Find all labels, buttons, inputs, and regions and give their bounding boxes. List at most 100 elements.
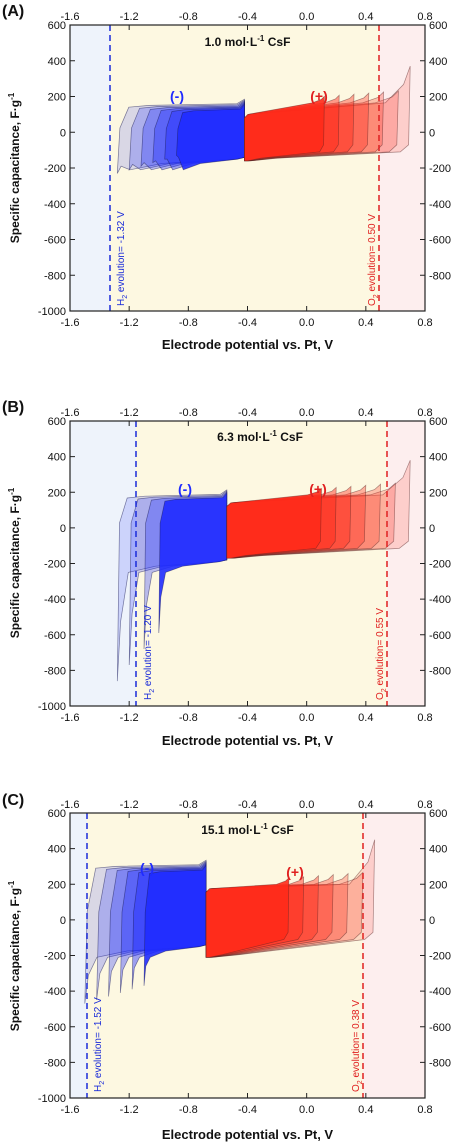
- y-tick-label-right: -400: [429, 986, 451, 998]
- x-tick-label-top: 0.0: [299, 407, 314, 419]
- y-tick-label-left: -400: [44, 199, 66, 211]
- x-tick-label-bottom: 0.0: [299, 1104, 314, 1116]
- axis-ticks: -1.6 -1.6 -1.2 -1.2 -0.8 -0.8 -0.4 -0.4 0.0 0.0 0.…: [38, 11, 451, 329]
- y-axis-title: Specific capacitance, F·g-1: [7, 880, 22, 1031]
- negative-electrode-label: (-): [140, 860, 154, 876]
- y-tick-label-left: 600: [48, 20, 66, 32]
- y-tick-label-left: 200: [48, 92, 66, 104]
- y-tick-label-left: -600: [44, 235, 66, 247]
- y-tick-label-right: 400: [429, 452, 447, 464]
- y-tick-label-left: -200: [44, 951, 66, 963]
- y-tick-label-left: -1000: [38, 701, 66, 713]
- x-tick-label-bottom: -1.2: [120, 712, 139, 724]
- cv-curves: [84, 839, 376, 1004]
- y-tick-label-left: 400: [48, 56, 66, 68]
- x-tick-label-top: -1.2: [120, 799, 139, 811]
- y-tick-label-right: -200: [429, 951, 451, 963]
- x-tick-label-top: 0.0: [299, 11, 314, 23]
- x-tick-label-bottom: -1.2: [120, 1104, 139, 1116]
- y-tick-label-left: 0: [60, 523, 66, 535]
- x-tick-label-top: -0.4: [238, 799, 257, 811]
- y-tick-label-right: -800: [429, 665, 451, 677]
- y-tick-label-right: 600: [429, 808, 447, 820]
- y-tick-label-left: 600: [48, 416, 66, 428]
- y-tick-label-left: -1000: [38, 1093, 66, 1105]
- h2-region-bg: [70, 25, 110, 311]
- x-axis-title: Electrode potential vs. Pt, V: [162, 337, 334, 352]
- panel-c: (C) 15.1 mol·L-1 CsF (-) (+) H2 evolutio…: [2, 792, 451, 1142]
- o2-region-bg: [363, 813, 425, 1098]
- y-tick-label-left: -600: [44, 1022, 66, 1034]
- window-region-bg: [110, 25, 379, 311]
- y-tick-label-left: -400: [44, 594, 66, 606]
- positive-cv-loop: [244, 95, 325, 162]
- y-tick-label-left: 400: [48, 844, 66, 856]
- chart-title: 6.3 mol·L-1 CsF: [217, 429, 303, 444]
- x-tick-label-bottom: -0.4: [238, 1104, 257, 1116]
- x-axis-title: Electrode potential vs. Pt, V: [162, 1127, 334, 1142]
- y-tick-label-right: 0: [429, 523, 435, 535]
- x-tick-label-top: -0.4: [238, 11, 257, 23]
- y-tick-label-right: 600: [429, 20, 447, 32]
- y-tick-label-right: -400: [429, 199, 451, 211]
- x-tick-label-top: 0.4: [358, 799, 373, 811]
- positive-cv-loop: [226, 487, 322, 559]
- panel-letter: (B): [2, 399, 24, 416]
- y-tick-label-left: 0: [60, 915, 66, 927]
- y-tick-label-left: 600: [48, 808, 66, 820]
- h2-evolution-label: H2 evolution= -1.20 V: [143, 605, 156, 700]
- y-tick-label-left: -200: [44, 163, 66, 175]
- cv-curves: [116, 65, 411, 174]
- x-tick-label-bottom: 0.4: [358, 712, 373, 724]
- x-tick-label-top: 0.8: [417, 407, 432, 419]
- y-tick-label-left: -600: [44, 630, 66, 642]
- o2-evolution-label: O2 evolution= 0.50 V: [367, 214, 380, 306]
- x-tick-label-bottom: -0.4: [238, 712, 257, 724]
- x-tick-label-bottom: -1.6: [61, 317, 80, 329]
- y-tick-label-right: -800: [429, 1057, 451, 1069]
- x-tick-label-bottom: 0.8: [417, 317, 432, 329]
- x-tick-label-bottom: -0.4: [238, 317, 257, 329]
- x-tick-label-top: 0.4: [358, 407, 373, 419]
- y-tick-label-left: -800: [44, 665, 66, 677]
- y-tick-label-right: 200: [429, 487, 447, 499]
- y-tick-label-left: -1000: [38, 306, 66, 318]
- y-tick-label-right: 200: [429, 879, 447, 891]
- positive-cv-loop: [205, 876, 290, 958]
- y-axis-title: Specific capacitance, F·g-1: [7, 487, 22, 638]
- panel-a: (A) 1.0 mol·L-1 CsF (-) (+) H2 evolution…: [2, 3, 451, 352]
- y-tick-label-left: 0: [60, 127, 66, 139]
- o2-evolution-label: O2 evolution= 0.55 V: [375, 608, 388, 700]
- y-tick-label-right: 200: [429, 92, 447, 104]
- x-tick-label-top: -1.6: [61, 407, 80, 419]
- y-tick-label-right: -800: [429, 270, 451, 282]
- negative-electrode-label: (-): [170, 88, 184, 104]
- cv-curves: [116, 460, 411, 682]
- x-tick-label-top: -1.2: [120, 407, 139, 419]
- axis-ticks: -1.6 -1.6 -1.2 -1.2 -0.8 -0.8 -0.4 -0.4 0.0 0.0 0.…: [38, 407, 451, 724]
- x-tick-label-top: -1.6: [61, 11, 80, 23]
- x-tick-label-top: -0.8: [179, 11, 198, 23]
- o2-region-bg: [379, 25, 425, 311]
- x-tick-label-bottom: -0.8: [179, 712, 198, 724]
- x-tick-label-top: 0.4: [358, 11, 373, 23]
- y-tick-label-right: 0: [429, 915, 435, 927]
- x-tick-label-top: -0.8: [179, 407, 198, 419]
- y-tick-label-left: 200: [48, 487, 66, 499]
- panel-b: (B) 6.3 mol·L-1 CsF (-) (+) H2 evolution…: [2, 399, 451, 748]
- panel-letter: (C): [2, 792, 24, 809]
- x-axis-title: Electrode potential vs. Pt, V: [162, 733, 334, 748]
- x-tick-label-bottom: -1.6: [61, 1104, 80, 1116]
- positive-electrode-label: (+): [309, 481, 327, 497]
- x-tick-label-top: -1.2: [120, 11, 139, 23]
- y-tick-label-right: -600: [429, 1022, 451, 1034]
- x-tick-label-bottom: 0.0: [299, 712, 314, 724]
- y-tick-label-left: 200: [48, 879, 66, 891]
- x-tick-label-bottom: -1.6: [61, 712, 80, 724]
- negative-electrode-label: (-): [178, 481, 192, 497]
- x-tick-label-bottom: 0.4: [358, 317, 373, 329]
- y-tick-label-right: -200: [429, 163, 451, 175]
- y-tick-label-left: -200: [44, 559, 66, 571]
- y-tick-label-left: 400: [48, 452, 66, 464]
